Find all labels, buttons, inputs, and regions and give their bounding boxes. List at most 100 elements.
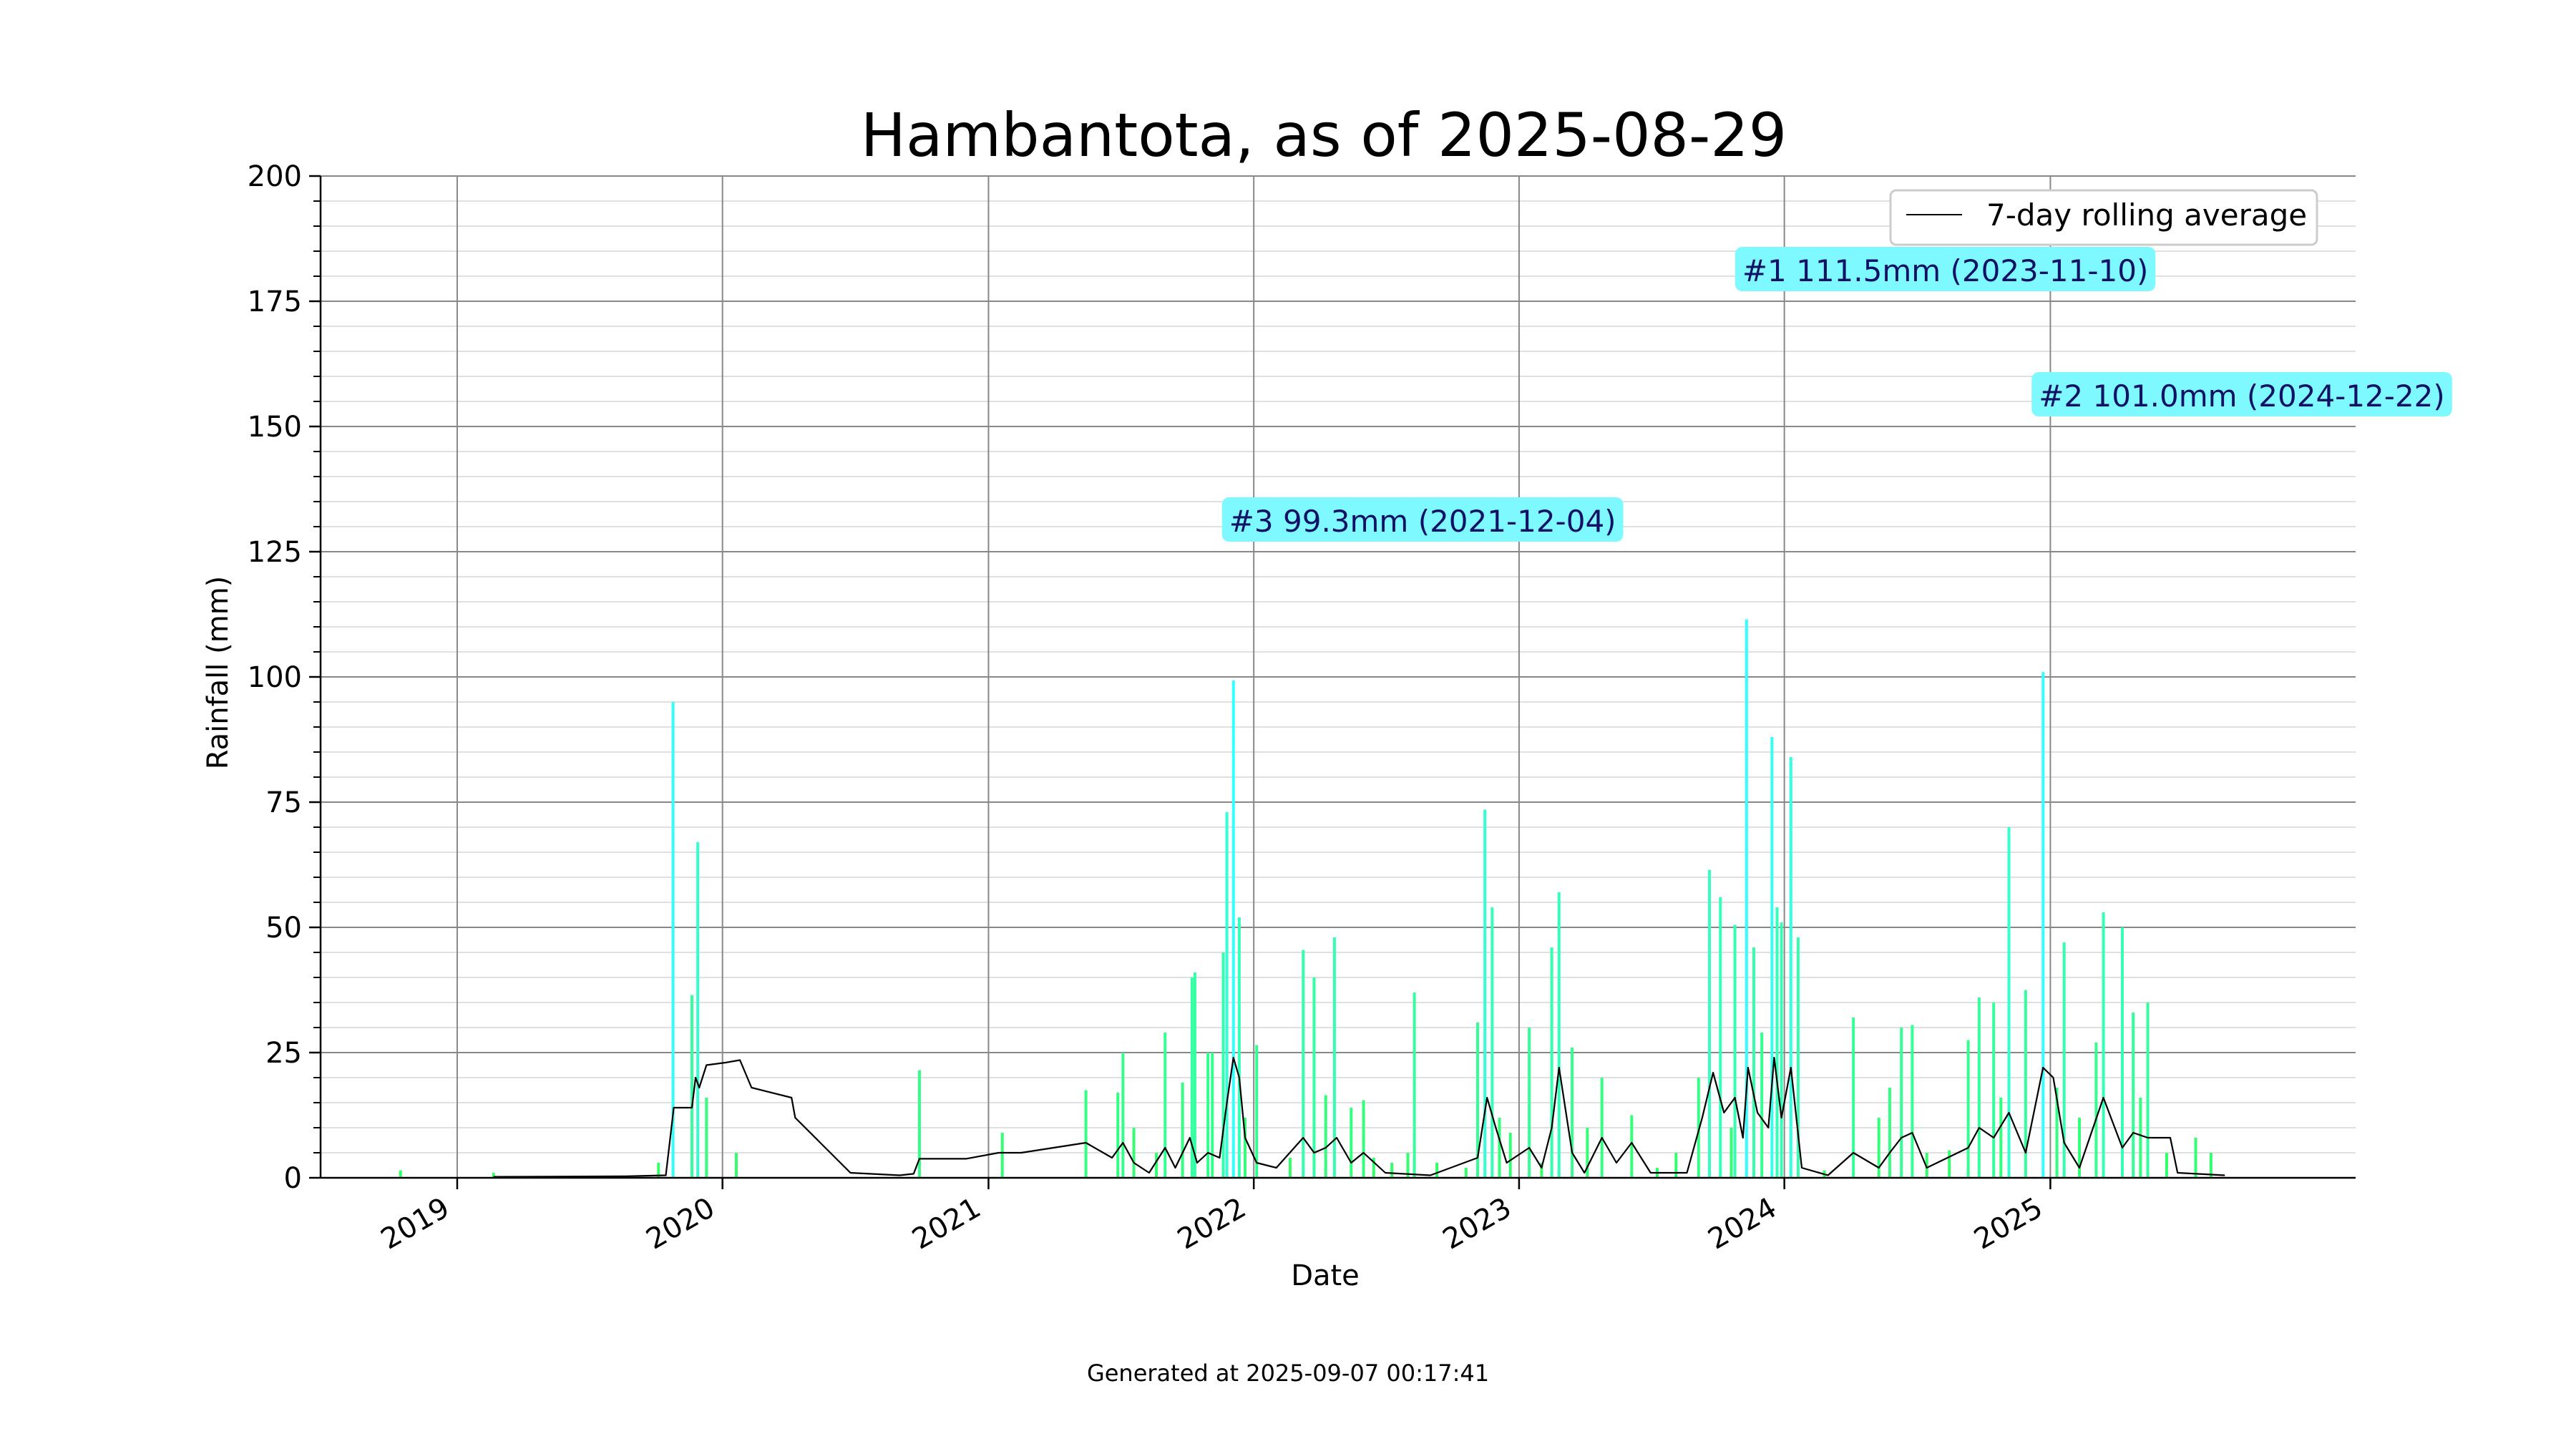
rainfall-bar: [1948, 1150, 1951, 1178]
rainfall-bar: [1211, 1053, 1214, 1178]
top-rainfall-annotations: #1 111.5mm (2023-11-10) #2 101.0mm (2024-…: [1221, 247, 2452, 542]
x-tick-label: 2024: [1702, 1191, 1782, 1257]
rainfall-bar: [1674, 1153, 1678, 1178]
x-tick-label: 2025: [1968, 1191, 2048, 1257]
legend-box: [1889, 189, 2318, 246]
rainfall-bar: [1877, 1118, 1880, 1178]
rainfall-bar: [1977, 997, 1981, 1178]
rainfall-bar: [1000, 1133, 1004, 1178]
rainfall-bar: [1332, 937, 1336, 1178]
annotation-label: #3 99.3mm (2021-12-04): [1229, 504, 1616, 539]
rainfall-bar: [1435, 1163, 1439, 1178]
rainfall-bar: [2165, 1153, 2168, 1178]
y-tick-label: 175: [248, 286, 302, 318]
rainfall-bar: [1243, 1118, 1246, 1178]
legend-label: 7-day rolling average: [1986, 197, 2307, 233]
x-tick-label: 2021: [907, 1191, 986, 1257]
rainfall-bar: [1780, 922, 1783, 1178]
annotation-label: #1 111.5mm (2023-11-10): [1742, 253, 2149, 288]
rainfall-bar: [2041, 672, 2045, 1178]
rainfall-bar: [1775, 907, 1779, 1178]
rainfall-bar: [1390, 1163, 1394, 1178]
rainfall-bar: [1999, 1098, 2003, 1178]
y-axis-label: Rainfall (mm): [202, 576, 235, 770]
rainfall-bar: [1206, 1053, 1210, 1178]
annotation-background: [1735, 247, 2156, 291]
rainfall-bar: [1181, 1083, 1184, 1178]
rainfall-bar: [2194, 1138, 2197, 1178]
rolling-average-series: [493, 1056, 2225, 1178]
rainfall-bar: [2024, 990, 2027, 1178]
x-tick-label: 2022: [1172, 1191, 1252, 1257]
rainfall-bar: [1476, 1023, 1480, 1178]
annotation-background: [2031, 372, 2452, 416]
annotation-background: [1221, 497, 1624, 542]
rainfall-bar: [917, 1070, 921, 1178]
rainfall-bar: [734, 1153, 738, 1178]
rainfall-bar: [1540, 1163, 1543, 1178]
rainfall-bar: [1697, 1078, 1700, 1178]
rainfall-bar: [696, 842, 700, 1178]
rainfall-bar: [1193, 972, 1196, 1178]
rainfall-bar: [1413, 992, 1416, 1178]
rainfall-bar: [1600, 1078, 1604, 1178]
rainfall-bar: [2102, 912, 2105, 1178]
rainfall-bar: [1231, 680, 1235, 1178]
rainfall-bar: [1372, 1158, 1375, 1178]
rainfall-bar: [1464, 1168, 1468, 1178]
x-tick-label: 2019: [376, 1191, 455, 1257]
rainfall-bar: [1752, 947, 1755, 1178]
rainfall-bar: [1796, 937, 1800, 1178]
rainfall-bar: [2120, 927, 2124, 1178]
rainfall-bar: [1550, 947, 1553, 1178]
rainfall-bar: [1155, 1153, 1158, 1178]
rainfall-bar: [1911, 1025, 1914, 1178]
daily-rainfall-bars: [399, 619, 2212, 1178]
rainfall-bar: [2094, 1043, 2098, 1178]
rainfall-bar: [1116, 1093, 1120, 1178]
rainfall-bar: [2055, 1088, 2059, 1178]
rainfall-bar: [1491, 907, 1494, 1178]
rainfall-bar: [1557, 892, 1561, 1178]
rainfall-bar: [1255, 1045, 1259, 1178]
rainfall-bar: [1084, 1090, 1088, 1178]
rainfall-bar: [1925, 1153, 1928, 1178]
annotation-box: #2 101.0mm (2024-12-22): [2031, 372, 2452, 416]
rainfall-bar: [1745, 619, 1748, 1178]
rainfall-bar: [2078, 1118, 2082, 1178]
rainfall-bar: [1733, 924, 1737, 1178]
rainfall-bar: [705, 1098, 708, 1178]
rainfall-bar: [1770, 737, 1774, 1178]
rainfall-bar: [1571, 1048, 1574, 1178]
annotation-label: #2 101.0mm (2024-12-22): [2039, 379, 2445, 414]
rainfall-bar: [1302, 950, 1305, 1178]
x-tick-label: 2023: [1438, 1191, 1517, 1257]
rainfall-bar: [2062, 942, 2066, 1178]
rainfall-bar: [1350, 1108, 1353, 1178]
rainfall-bar: [1498, 1118, 1501, 1178]
y-tick-label: 200: [248, 160, 302, 193]
rainfall-bar: [1312, 977, 1316, 1178]
rainfall-bar: [1760, 1033, 1764, 1178]
rainfall-bar: [1483, 809, 1487, 1178]
rainfall-bar: [1163, 1033, 1167, 1178]
annotation-box: #1 111.5mm (2023-11-10): [1735, 247, 2156, 291]
rainfall-bar: [399, 1170, 402, 1178]
y-tick-label: 100: [248, 661, 302, 694]
rainfall-bar: [1288, 1158, 1292, 1178]
rainfall-bar: [1888, 1088, 1891, 1178]
rainfall-bar: [1586, 1128, 1589, 1178]
rainfall-bar: [1406, 1153, 1410, 1178]
x-tick-label: 2020: [641, 1191, 721, 1257]
rainfall-bar: [1528, 1028, 1531, 1178]
rainfall-bar: [2132, 1013, 2135, 1178]
rainfall-bar: [1719, 897, 1722, 1178]
rainfall-bar: [1221, 952, 1225, 1178]
rolling-average-line: [493, 1056, 2225, 1178]
rainfall-bar: [1630, 1115, 1634, 1178]
rainfall-bar: [1966, 1040, 1970, 1178]
y-tick-label: 150: [248, 411, 302, 444]
rainfall-bar: [691, 995, 694, 1178]
rainfall-bar: [1789, 757, 1792, 1178]
